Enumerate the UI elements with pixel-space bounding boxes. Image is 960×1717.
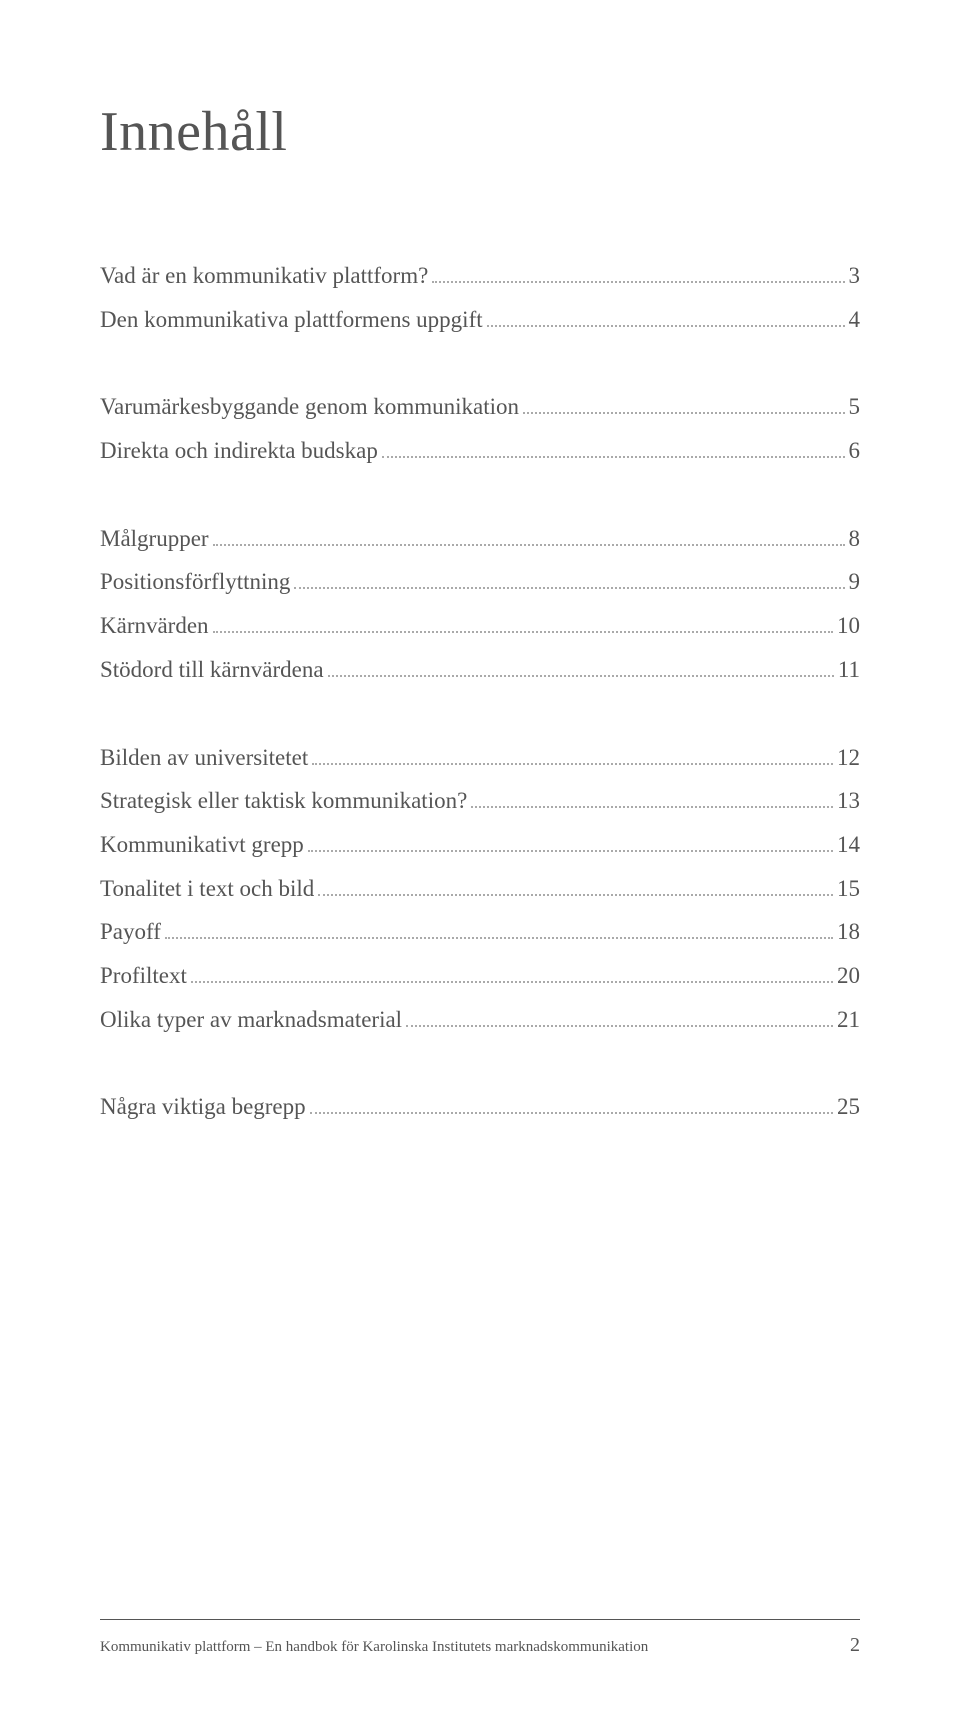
toc-label: Stödord till kärnvärdena <box>100 648 324 692</box>
page-title: Innehåll <box>100 100 860 164</box>
toc-entry: Vad är en kommunikativ plattform? 3 <box>100 254 860 298</box>
toc-entry: Några viktiga begrepp 25 <box>100 1085 860 1129</box>
footer-text: Kommunikativ plattform – En handbok för … <box>100 1639 648 1656</box>
page: Innehåll Vad är en kommunikativ plattfor… <box>0 0 960 1717</box>
toc-page-number: 18 <box>837 910 860 954</box>
toc-group: Några viktiga begrepp 25 <box>100 1085 860 1129</box>
toc-page-number: 13 <box>837 779 860 823</box>
toc-leader-dots <box>165 937 833 939</box>
toc-leader-dots <box>312 763 833 765</box>
toc-label: Tonalitet i text och bild <box>100 867 314 911</box>
toc-leader-dots <box>191 981 833 983</box>
toc-entry: Profiltext 20 <box>100 954 860 998</box>
toc-label: Målgrupper <box>100 517 209 561</box>
toc-leader-dots <box>382 456 845 458</box>
toc-label: Kärnvärden <box>100 604 209 648</box>
toc-entry: Målgrupper 8 <box>100 517 860 561</box>
toc-label: Payoff <box>100 910 161 954</box>
toc-label: Några viktiga begrepp <box>100 1085 306 1129</box>
toc-group: Målgrupper 8 Positionsförflyttning 9 Kär… <box>100 517 860 692</box>
toc-page-number: 12 <box>837 736 860 780</box>
toc-label: Den kommunikativa plattformens uppgift <box>100 298 483 342</box>
toc-entry: Varumärkesbyggande genom kommunikation 5 <box>100 385 860 429</box>
toc-label: Vad är en kommunikativ plattform? <box>100 254 428 298</box>
toc-label: Profiltext <box>100 954 187 998</box>
toc-leader-dots <box>308 850 833 852</box>
toc-label: Strategisk eller taktisk kommunikation? <box>100 779 467 823</box>
toc-label: Positionsförflyttning <box>100 560 290 604</box>
toc-leader-dots <box>432 281 844 283</box>
toc-leader-dots <box>294 587 844 589</box>
toc-page-number: 15 <box>837 867 860 911</box>
toc-leader-dots <box>213 544 845 546</box>
page-footer: Kommunikativ plattform – En handbok för … <box>100 1619 860 1657</box>
toc-entry: Kommunikativt grepp 14 <box>100 823 860 867</box>
toc-page-number: 11 <box>838 648 860 692</box>
toc-entry: Olika typer av marknadsmaterial 21 <box>100 998 860 1042</box>
toc-entry: Kärnvärden 10 <box>100 604 860 648</box>
toc-page-number: 3 <box>849 254 861 298</box>
toc-page-number: 21 <box>837 998 860 1042</box>
toc-entry: Positionsförflyttning 9 <box>100 560 860 604</box>
toc-page-number: 9 <box>849 560 861 604</box>
toc-leader-dots <box>523 412 844 414</box>
toc-entry: Stödord till kärnvärdena 11 <box>100 648 860 692</box>
toc-leader-dots <box>406 1025 833 1027</box>
table-of-contents: Vad är en kommunikativ plattform? 3 Den … <box>100 254 860 1619</box>
toc-entry: Strategisk eller taktisk kommunikation? … <box>100 779 860 823</box>
toc-entry: Bilden av universitetet 12 <box>100 736 860 780</box>
toc-label: Kommunikativt grepp <box>100 823 304 867</box>
toc-page-number: 4 <box>849 298 861 342</box>
toc-group: Varumärkesbyggande genom kommunikation 5… <box>100 385 860 472</box>
toc-leader-dots <box>318 894 833 896</box>
toc-leader-dots <box>213 631 833 633</box>
toc-group: Vad är en kommunikativ plattform? 3 Den … <box>100 254 860 341</box>
toc-leader-dots <box>487 325 845 327</box>
toc-page-number: 14 <box>837 823 860 867</box>
toc-page-number: 6 <box>849 429 861 473</box>
toc-page-number: 25 <box>837 1085 860 1129</box>
toc-entry: Direkta och indirekta budskap 6 <box>100 429 860 473</box>
toc-entry: Tonalitet i text och bild 15 <box>100 867 860 911</box>
toc-entry: Den kommunikativa plattformens uppgift 4 <box>100 298 860 342</box>
toc-label: Varumärkesbyggande genom kommunikation <box>100 385 519 429</box>
toc-label: Direkta och indirekta budskap <box>100 429 378 473</box>
toc-page-number: 10 <box>837 604 860 648</box>
toc-label: Bilden av universitetet <box>100 736 308 780</box>
toc-label: Olika typer av marknadsmaterial <box>100 998 402 1042</box>
toc-leader-dots <box>471 806 833 808</box>
toc-entry: Payoff 18 <box>100 910 860 954</box>
toc-leader-dots <box>328 675 834 677</box>
toc-page-number: 8 <box>849 517 861 561</box>
toc-page-number: 20 <box>837 954 860 998</box>
toc-page-number: 5 <box>849 385 861 429</box>
toc-group: Bilden av universitetet 12 Strategisk el… <box>100 736 860 1042</box>
footer-page-number: 2 <box>850 1634 860 1657</box>
toc-leader-dots <box>310 1112 833 1114</box>
